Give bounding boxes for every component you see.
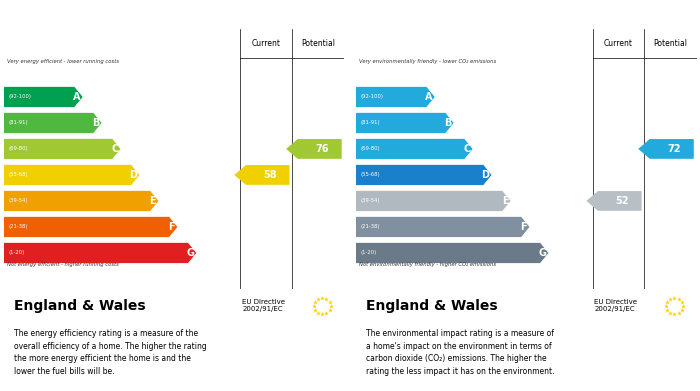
Text: C: C [463,144,470,154]
Text: (21-38): (21-38) [360,224,380,230]
Text: (39-54): (39-54) [360,199,380,203]
Text: (81-91): (81-91) [8,120,28,126]
Polygon shape [356,190,511,211]
Text: C: C [111,144,118,154]
Polygon shape [4,138,121,160]
Text: D: D [482,170,489,180]
Text: (1-20): (1-20) [360,251,377,255]
Text: (92-100): (92-100) [8,95,32,99]
Text: The environmental impact rating is a measure of
a home's impact on the environme: The environmental impact rating is a mea… [366,329,554,376]
Text: Not energy efficient - higher running costs: Not energy efficient - higher running co… [7,262,119,267]
Text: (39-54): (39-54) [8,199,28,203]
Text: A: A [425,92,433,102]
Text: F: F [521,222,527,232]
Text: A: A [73,92,80,102]
Text: E: E [502,196,508,206]
Polygon shape [356,86,435,108]
Text: Not environmentally friendly - higher CO₂ emissions: Not environmentally friendly - higher CO… [359,262,496,267]
Text: 58: 58 [263,170,276,180]
Text: England & Wales: England & Wales [366,299,498,313]
Text: EU Directive
2002/91/EC: EU Directive 2002/91/EC [242,300,285,312]
Text: (92-100): (92-100) [360,95,384,99]
Text: E: E [150,196,156,206]
Text: (69-80): (69-80) [360,147,380,151]
Text: (1-20): (1-20) [8,251,25,255]
Text: (69-80): (69-80) [8,147,28,151]
Polygon shape [356,113,454,133]
Polygon shape [356,242,549,264]
Polygon shape [286,139,342,159]
Polygon shape [234,165,290,185]
Text: B: B [444,118,452,128]
Polygon shape [356,165,492,185]
Text: 72: 72 [667,144,680,154]
Text: F: F [169,222,175,232]
Polygon shape [638,139,694,159]
Text: Potential: Potential [301,39,335,48]
Text: D: D [130,170,137,180]
Text: England & Wales: England & Wales [14,299,146,313]
Polygon shape [587,191,642,211]
Text: (55-68): (55-68) [360,172,380,178]
Text: Environmental Impact (CO₂) Rating: Environmental Impact (CO₂) Rating [360,8,593,21]
Text: Very environmentally friendly - lower CO₂ emissions: Very environmentally friendly - lower CO… [359,59,496,64]
Polygon shape [4,113,102,133]
Text: (21-38): (21-38) [8,224,28,230]
Text: Current: Current [252,39,281,48]
Text: Energy Efficiency Rating: Energy Efficiency Rating [8,8,171,21]
Text: B: B [92,118,99,128]
Text: G: G [538,248,546,258]
Polygon shape [4,165,140,185]
Text: 76: 76 [315,144,328,154]
Text: EU Directive
2002/91/EC: EU Directive 2002/91/EC [594,300,637,312]
Text: (55-68): (55-68) [8,172,28,178]
Polygon shape [356,217,530,237]
Polygon shape [4,242,197,264]
Polygon shape [4,86,83,108]
Text: The energy efficiency rating is a measure of the
overall efficiency of a home. T: The energy efficiency rating is a measur… [14,329,206,376]
Text: (81-91): (81-91) [360,120,380,126]
Text: 52: 52 [615,196,629,206]
Text: Very energy efficient - lower running costs: Very energy efficient - lower running co… [7,59,119,64]
Text: Current: Current [604,39,633,48]
Text: Potential: Potential [653,39,687,48]
Polygon shape [4,190,159,211]
Polygon shape [356,138,473,160]
Polygon shape [4,217,178,237]
Text: G: G [186,248,194,258]
